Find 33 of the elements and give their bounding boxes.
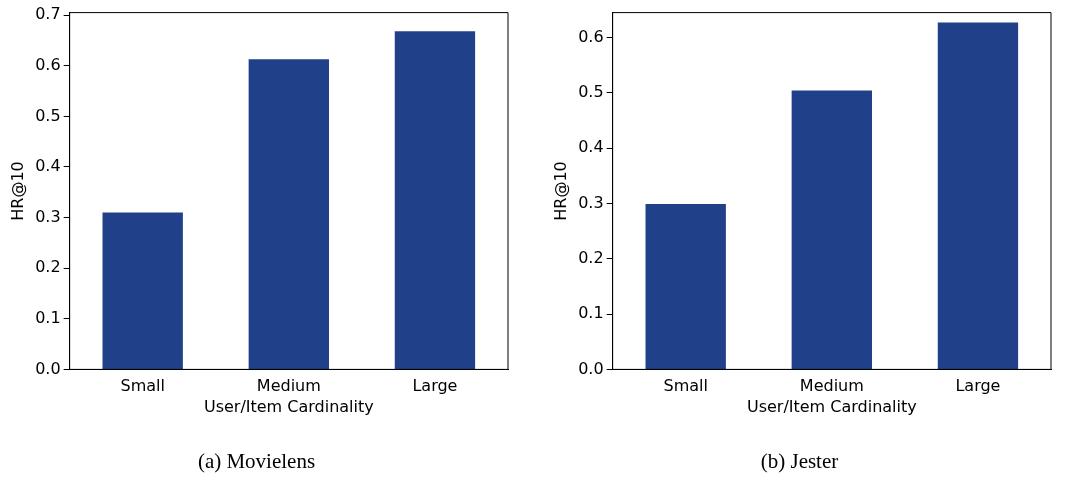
y-tick-label: 0.2 <box>578 247 604 267</box>
y-tick-label: 0.4 <box>578 137 604 157</box>
y-axis-title: HR@10 <box>7 161 27 221</box>
x-tick-label: Small <box>120 376 165 396</box>
y-tick-label: 0.6 <box>35 54 61 74</box>
y-tick-label: 0.5 <box>35 105 61 125</box>
y-tick-label: 0.2 <box>35 257 61 277</box>
bar <box>394 31 476 369</box>
x-axis-title: User/Item Cardinality <box>746 397 917 417</box>
y-tick-label: 0.4 <box>35 156 61 176</box>
x-tick-label: Medium <box>256 376 321 396</box>
bar <box>102 212 183 369</box>
y-tick-label: 0.7 <box>35 4 61 24</box>
x-tick-label: Large <box>412 376 458 396</box>
y-tick-label: 0.3 <box>35 206 61 226</box>
x-tick-label: Medium <box>799 376 864 396</box>
y-tick-label: 0.5 <box>578 81 604 101</box>
bar <box>791 90 873 369</box>
y-tick-label: 0.1 <box>35 307 61 327</box>
y-tick-label: 0.0 <box>35 358 61 378</box>
bar <box>645 204 726 369</box>
x-tick-label: Large <box>955 376 1001 396</box>
y-tick-label: 0.0 <box>578 358 604 378</box>
y-tick-label: 0.3 <box>578 192 604 212</box>
text: (a) Movielens <box>197 448 316 473</box>
y-axis-title: HR@10 <box>550 161 570 221</box>
x-axis-title: User/Item Cardinality <box>203 397 374 417</box>
bar <box>248 59 330 369</box>
y-tick-label: 0.1 <box>578 303 604 323</box>
x-tick-label: Small <box>663 376 708 396</box>
bar <box>937 22 1019 369</box>
y-tick-label: 0.6 <box>578 26 604 46</box>
text: (b) Jester <box>760 448 839 473</box>
